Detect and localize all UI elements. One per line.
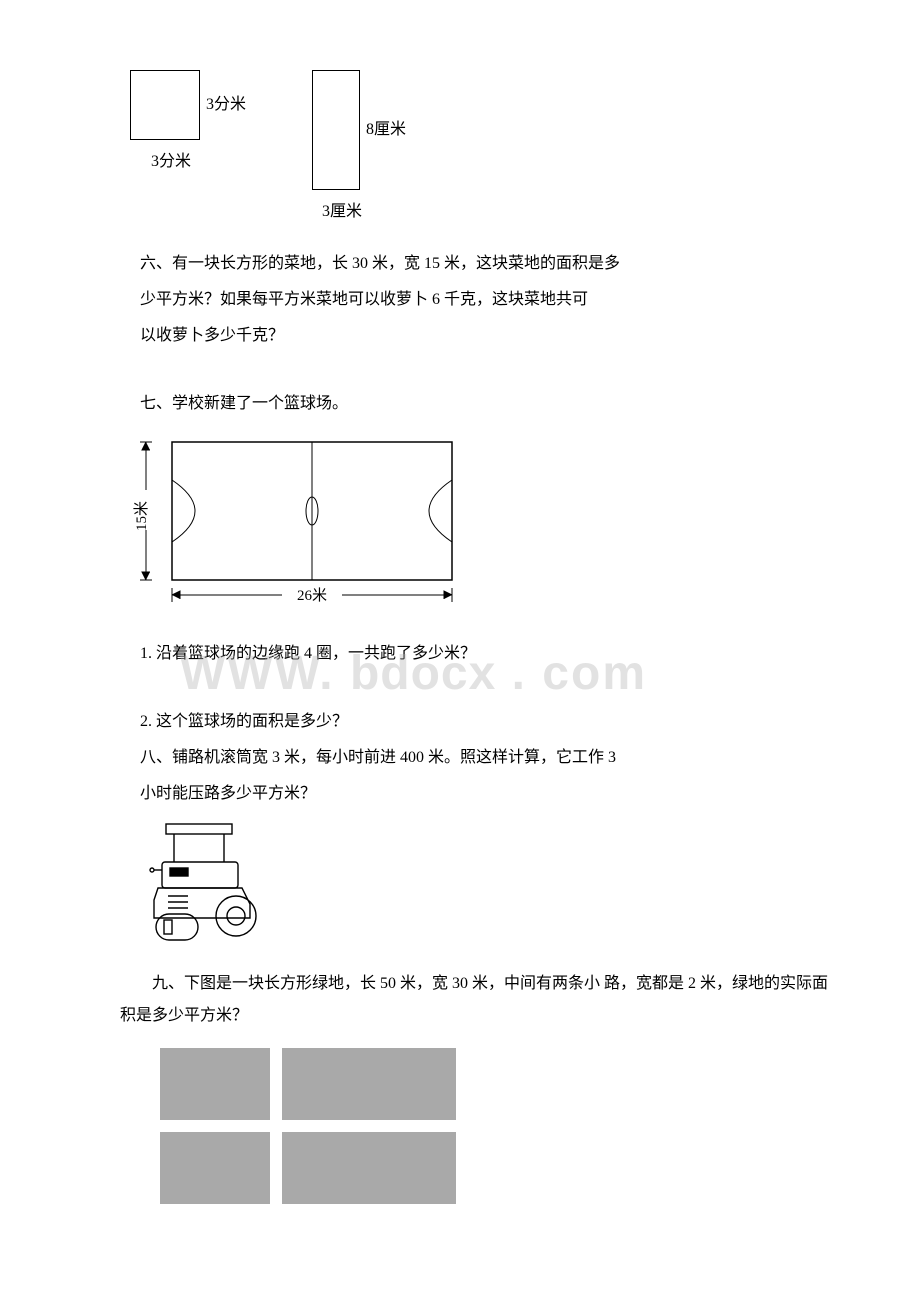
q7-sub1: 1. 沿着篮球场的边缘跑 4 圈，一共跑了多少米？ [140, 638, 840, 670]
q6-line1: 六、有一块长方形的菜地，长 30 米，宽 15 米，这块菜地的面积是多 [140, 248, 840, 280]
figure-shapes: 3分米 3分米 8厘米 3厘米 [130, 70, 840, 228]
court-width-label: 26米 [297, 587, 327, 604]
q6-line2: 少平方米？如果每平方米菜地可以收萝卜 6 千克，这块菜地共可 [140, 284, 840, 316]
roller-svg [140, 818, 270, 948]
q9-text: 九、下图是一块长方形绿地，长 50 米，宽 30 米，中间有两条小 路，宽都是 … [120, 968, 840, 1032]
rect-height-label: 8厘米 [360, 114, 412, 146]
green-land-figure [160, 1048, 840, 1220]
square-group: 3分米 3分米 [130, 70, 252, 178]
square-shape [130, 70, 200, 140]
court-svg: 15米 26米 [132, 430, 472, 620]
basketball-court-figure: 15米 26米 [132, 430, 840, 632]
q6-line3: 以收萝卜多少千克？ [140, 320, 840, 352]
square-side-label: 3分米 [200, 89, 252, 121]
q8-line2: 小时能压路多少平方米？ [140, 778, 840, 810]
q7-title: 七、学校新建了一个篮球场。 [140, 388, 840, 420]
court-height-label: 15米 [133, 501, 150, 531]
rect-group: 8厘米 3厘米 [312, 70, 412, 228]
square-bottom-label: 3分米 [145, 146, 197, 178]
road-roller-figure [140, 818, 840, 960]
rect-shape [312, 70, 360, 190]
q8-line1: 八、铺路机滚筒宽 3 米，每小时前进 400 米。照这样计算，它工作 3 [140, 742, 840, 774]
rect-width-label: 3厘米 [316, 196, 368, 228]
q7-sub2: 2. 这个篮球场的面积是多少？ [140, 706, 840, 738]
green-svg [160, 1048, 460, 1208]
